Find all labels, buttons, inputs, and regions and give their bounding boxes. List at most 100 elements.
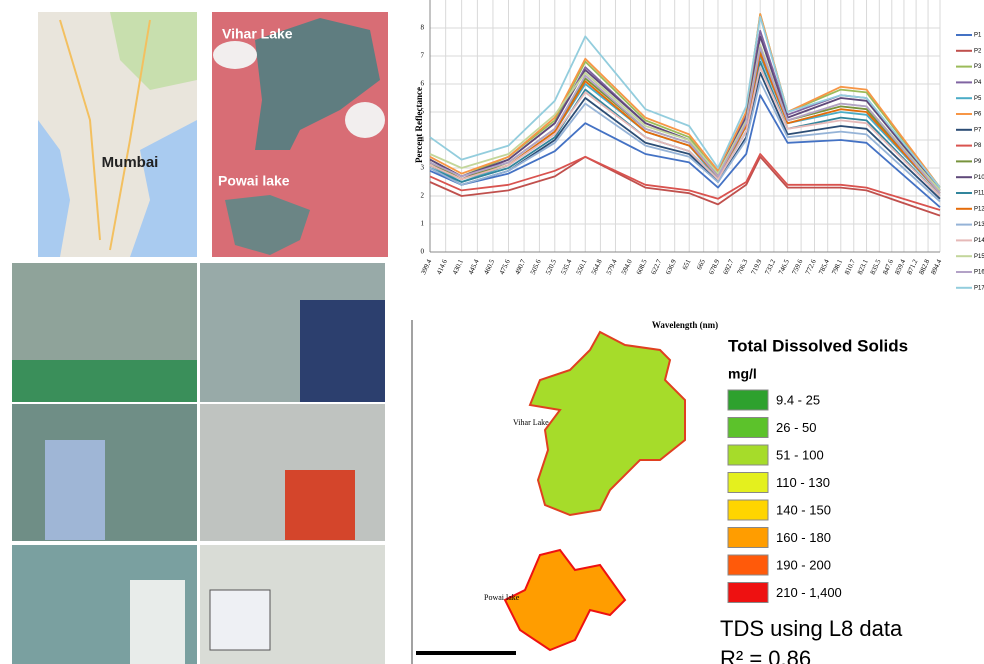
x-tick-label: 430.1 bbox=[451, 258, 465, 276]
photo bbox=[45, 440, 105, 540]
x-tick-label: 579.4 bbox=[605, 258, 619, 276]
x-tick-label: 636.9 bbox=[664, 258, 678, 276]
legend-swatch bbox=[727, 554, 769, 576]
legend-label: 190 - 200 bbox=[776, 557, 831, 572]
legend-label: 51 - 100 bbox=[776, 447, 824, 462]
x-tick-label: 665 bbox=[695, 258, 707, 271]
x-tick-label: 798.1 bbox=[830, 258, 844, 276]
legend-label: P16 bbox=[974, 270, 984, 276]
legend-label: P4 bbox=[974, 80, 982, 86]
y-tick-label: 1 bbox=[421, 220, 425, 228]
scale-bar bbox=[416, 651, 516, 655]
x-tick-label: 678.9 bbox=[707, 258, 721, 276]
lake-area bbox=[255, 18, 380, 150]
x-tick-label: 490.7 bbox=[513, 258, 527, 276]
sea bbox=[130, 120, 197, 257]
y-tick-label: 6 bbox=[421, 80, 425, 88]
x-tick-label: 706.3 bbox=[736, 258, 750, 276]
x-tick-label: 772.6 bbox=[804, 258, 818, 276]
legend-label: 210 - 1,400 bbox=[776, 585, 842, 600]
legend-label: P9 bbox=[974, 159, 982, 165]
x-tick-label: 719.9 bbox=[750, 258, 764, 276]
x-tick-label: 445.4 bbox=[467, 258, 481, 276]
legend-label: P2 bbox=[974, 48, 982, 54]
y-tick-label: 8 bbox=[421, 24, 425, 32]
legend-swatch bbox=[727, 389, 769, 411]
photo bbox=[130, 580, 185, 664]
photo bbox=[300, 300, 385, 402]
x-tick-label: 414.6 bbox=[435, 258, 449, 276]
series-line bbox=[429, 94, 941, 208]
x-tick-label: 399.4 bbox=[419, 258, 433, 276]
x-tick-label: 746.5 bbox=[777, 258, 791, 276]
legend-swatch bbox=[727, 417, 769, 438]
x-tick-label: 608.5 bbox=[635, 258, 649, 276]
series-line bbox=[429, 35, 941, 191]
legend-label: 9.4 - 25 bbox=[776, 392, 820, 407]
legend-label: 110 - 130 bbox=[776, 475, 830, 490]
photo bbox=[12, 360, 197, 402]
series-line bbox=[429, 153, 941, 211]
y-tick-label: 4 bbox=[421, 136, 425, 144]
x-tick-label: 594.0 bbox=[620, 258, 634, 276]
legend-swatch bbox=[727, 444, 769, 466]
x-tick-label: 692.7 bbox=[722, 258, 736, 276]
legend-label: P11 bbox=[974, 191, 984, 197]
legend-label: P1 bbox=[974, 33, 982, 39]
map-label: Vihar Lake bbox=[513, 418, 549, 427]
caption: R² = 0.86 bbox=[720, 646, 811, 664]
map-label: Powai lake bbox=[218, 173, 290, 189]
legend-label: 26 - 50 bbox=[776, 420, 816, 435]
legend-label: 140 - 150 bbox=[776, 502, 831, 517]
legend-label: P15 bbox=[974, 254, 984, 260]
series-line bbox=[429, 155, 941, 217]
legend-swatch bbox=[727, 527, 769, 548]
y-tick-label: 7 bbox=[421, 52, 425, 60]
park bbox=[110, 12, 197, 90]
x-tick-label: 651 bbox=[681, 258, 693, 271]
legend-swatch bbox=[727, 499, 769, 521]
legend-label: P7 bbox=[974, 127, 982, 133]
series-line bbox=[429, 66, 941, 197]
y-tick-label: 0 bbox=[421, 248, 425, 256]
legend-swatch bbox=[727, 472, 769, 493]
legend-label: P10 bbox=[974, 175, 984, 181]
legend-label: 160 - 180 bbox=[776, 530, 831, 545]
legend-label: P8 bbox=[974, 143, 982, 149]
x-tick-label: 733.2 bbox=[763, 258, 777, 276]
x-tick-label: 520.5 bbox=[544, 258, 558, 276]
cloud bbox=[213, 41, 257, 69]
series-line bbox=[429, 80, 941, 203]
legend-label: P12 bbox=[974, 206, 984, 212]
legend-label: P6 bbox=[974, 112, 982, 118]
legend-label: P3 bbox=[974, 64, 982, 70]
legend-label: P14 bbox=[974, 238, 984, 244]
photo bbox=[209, 589, 271, 651]
legend-swatch bbox=[727, 582, 769, 603]
x-tick-label: 894.4 bbox=[929, 258, 943, 276]
lake-tds bbox=[503, 548, 627, 652]
cloud bbox=[345, 102, 385, 138]
y-tick-label: 2 bbox=[421, 192, 425, 200]
lake-tds bbox=[528, 330, 686, 517]
x-tick-label: 535.4 bbox=[559, 258, 573, 276]
caption: TDS using L8 data bbox=[720, 616, 903, 641]
legend-unit: mg/l bbox=[728, 366, 757, 382]
sea bbox=[38, 120, 70, 257]
series-line bbox=[429, 13, 941, 189]
lake-area bbox=[225, 195, 310, 255]
x-axis-label: Wavelength (nm) bbox=[652, 320, 718, 330]
x-tick-label: 475.6 bbox=[498, 258, 512, 276]
legend-label: P13 bbox=[974, 222, 984, 228]
road bbox=[59, 19, 151, 251]
map-label: Mumbai bbox=[102, 154, 159, 171]
map-label: Powai lake bbox=[484, 593, 520, 602]
legend-label: P17 bbox=[974, 285, 984, 291]
series-line bbox=[429, 15, 941, 189]
photo bbox=[285, 470, 355, 540]
x-tick-label: 622.7 bbox=[649, 258, 663, 276]
x-tick-label: 460.5 bbox=[482, 258, 496, 276]
x-tick-label: 564.8 bbox=[590, 258, 604, 276]
